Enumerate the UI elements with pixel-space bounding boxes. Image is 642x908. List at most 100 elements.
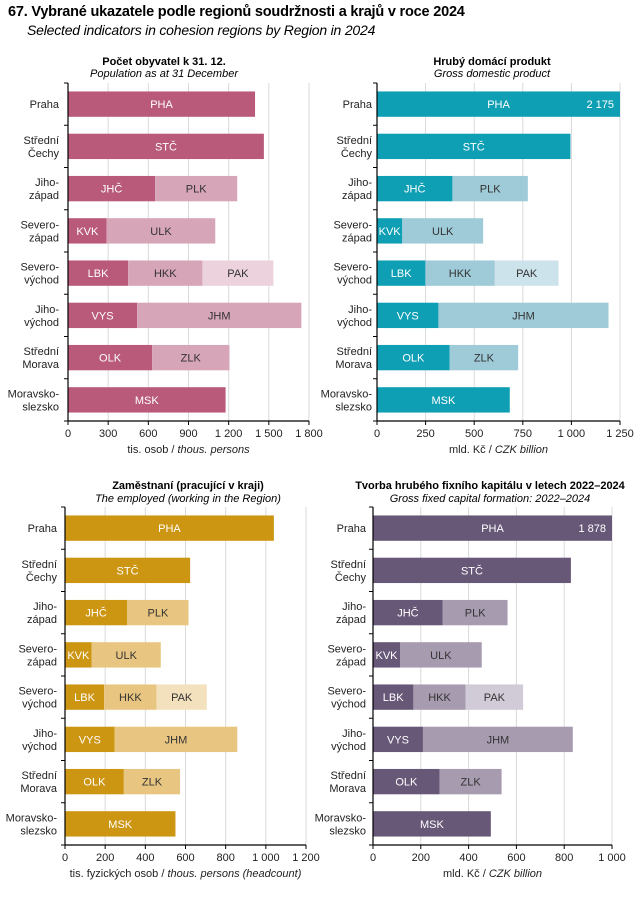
bar-segment-jhm [438, 302, 609, 329]
chart-subtitle-gfcf: Gross fixed capital formation: 2022–2024 [389, 493, 591, 505]
bar-segment-pak [465, 684, 524, 710]
bar-segment-plk [155, 175, 238, 202]
bar-label: VYS [387, 734, 409, 746]
category-label: Severo-východ [333, 262, 372, 287]
category-label: Jiho-východ [24, 304, 59, 329]
bar-segment-lbk [68, 260, 129, 286]
category-label: Severo-východ [327, 686, 366, 711]
bar-segment-lbk [65, 684, 105, 710]
bar-segment-ulk [91, 642, 161, 668]
bar-segment-lbk [373, 684, 414, 710]
x-tick-label: 750 [514, 428, 532, 440]
page-subtitle: Selected indicators in cohesion regions … [27, 22, 376, 38]
bar-label: PAK [171, 692, 193, 704]
bar-label: MSK [431, 395, 456, 407]
category-label: Střední Čechy [24, 135, 60, 160]
x-axis-title: mld. Kč / CZK billion [443, 868, 542, 880]
bar-label: JHČ [404, 183, 425, 196]
x-tick-label: 200 [412, 852, 430, 864]
bar-label: MSK [420, 819, 445, 831]
x-tick-label: 1 000 [252, 852, 280, 864]
bar-segment-pha [65, 515, 274, 541]
bar-label: ULK [432, 226, 454, 238]
bar-label: ZLK [181, 353, 202, 365]
bar-segment-olk [65, 768, 124, 795]
bar-label: JHČ [397, 607, 418, 620]
bar-segment-hkk [425, 260, 495, 286]
bar-segment-hkk [413, 684, 466, 710]
bar-segment-stč [65, 557, 191, 584]
bar-label: STČ [461, 564, 483, 577]
value-label: 1 878 [578, 523, 606, 535]
bar-label: STČ [155, 140, 177, 153]
bar-segment-stč [373, 557, 571, 584]
bar-segment-ulk [106, 218, 216, 244]
bar-segment-ulk [400, 642, 482, 668]
chart-subtitle-employed: The employed (working in the Region) [95, 493, 281, 505]
x-tick-label: 1 500 [255, 428, 283, 440]
x-tick-label: 1 000 [558, 428, 586, 440]
category-label: Střední Morava [329, 770, 367, 795]
x-tick-label: 1 200 [215, 428, 243, 440]
bar-segment-kvk [68, 218, 107, 244]
x-tick-label: 300 [99, 428, 117, 440]
bar-segment-kvk [377, 218, 403, 244]
bar-segment-jhč [65, 599, 128, 626]
x-tick-label: 0 [62, 852, 68, 864]
bar-label: ULK [150, 226, 172, 238]
value-label: 2 175 [586, 99, 614, 111]
bar-segment-msk [68, 387, 226, 413]
bar-segment-vys [65, 726, 115, 753]
x-tick-label: 1 800 [295, 428, 323, 440]
bar-label: LBK [383, 692, 404, 704]
category-label: Praha [28, 523, 58, 535]
bar-label: OLK [402, 353, 425, 365]
chart-employed: PHA Praha STČ Střední Čechy JHČ PLK Jiho-západ K… [6, 506, 320, 880]
bar-label: PLK [480, 184, 501, 196]
bar-segment-vys [373, 726, 423, 753]
category-label: Střední Čechy [337, 135, 373, 160]
chart-subtitle-gdp: Gross domestic product [433, 68, 551, 80]
bar-label: ZLK [461, 777, 482, 789]
bar-label: HKK [428, 692, 451, 704]
x-tick-label: 250 [416, 428, 434, 440]
category-label: Severo-východ [18, 686, 57, 711]
bar-label: JHM [208, 310, 231, 322]
category-label: Moravsko-slezsko [315, 812, 367, 837]
x-tick-label: 600 [507, 852, 525, 864]
x-tick-label: 1 250 [606, 428, 634, 440]
bar-label: JHČ [101, 183, 122, 196]
bar-label: ZLK [474, 353, 495, 365]
chart-population: PHA Praha STČ Střední Čechy JHČ PLK Jiho-západ K… [8, 82, 323, 456]
category-label: Praha [343, 99, 373, 111]
category-label: Jiho-západ [342, 177, 372, 202]
x-tick-label: 800 [555, 852, 573, 864]
x-tick-label: 800 [216, 852, 234, 864]
bar-segment-stč [377, 133, 571, 160]
bar-label: VYS [92, 310, 114, 322]
bar-segment-jhm [137, 302, 302, 329]
bar-label: PHA [487, 99, 510, 111]
chart-title-gdp: Hrubý domácí produkt [433, 56, 551, 68]
x-tick-label: 900 [179, 428, 197, 440]
bar-segment-zlk [439, 768, 502, 795]
bar-segment-jhč [373, 599, 443, 626]
category-label: Severo-západ [327, 643, 366, 668]
bar-label: JHM [165, 734, 188, 746]
bar-segment-stč [68, 133, 264, 160]
category-label: Jiho-západ [336, 601, 366, 626]
bar-label: OLK [395, 777, 418, 789]
bar-segment-pha [377, 91, 620, 117]
bar-segment-pha [68, 91, 256, 117]
bar-segment-zlk [123, 768, 181, 795]
bar-segment-olk [373, 768, 440, 795]
bar-label: KVK [375, 650, 398, 662]
bar-label: PLK [465, 608, 486, 620]
bar-segment-pha [373, 515, 612, 541]
category-label: Jiho-západ [29, 177, 59, 202]
bar-segment-pak [156, 684, 207, 710]
bar-segment-jhč [68, 175, 156, 202]
bar-segment-hkk [128, 260, 203, 286]
bar-segment-pak [202, 260, 274, 286]
